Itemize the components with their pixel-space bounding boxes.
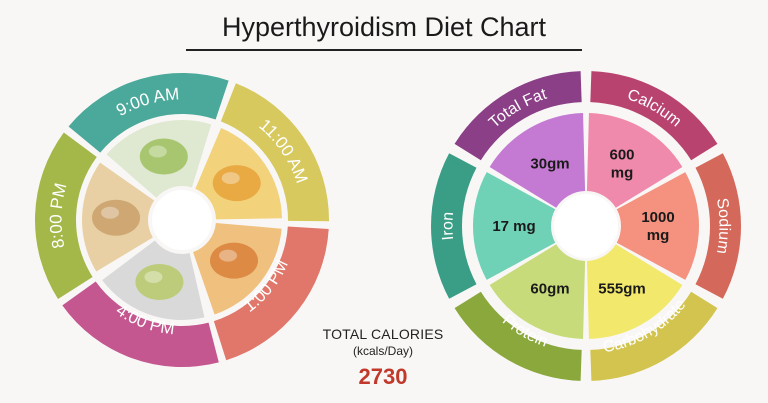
nutrient-label-iron: Iron — [439, 211, 457, 241]
title-underline — [186, 49, 582, 51]
chapati-icon — [82, 162, 155, 272]
meal-segment-4-00-pm — [62, 281, 219, 367]
nutrient-label-sodium: Sodium — [713, 197, 733, 255]
nutrient-band-iron — [430, 153, 477, 299]
meal-wheel-hub — [152, 190, 212, 250]
nutrient-band-sodium — [695, 153, 742, 299]
chicken-dish-icon — [193, 222, 282, 315]
page-title: Hyperthyroidism Diet Chart — [221, 12, 547, 42]
mango-basket-icon — [195, 127, 282, 220]
nutrient-band-total-fat — [454, 71, 582, 161]
total-calories-units: (kcals/Day) — [352, 344, 413, 358]
nutrient-value-wedge-protein — [489, 244, 586, 339]
nutrient-value-wedge-carbohydrate — [586, 244, 683, 339]
nutrient-band-calcium — [590, 71, 718, 161]
nutrient-value-wedge-total-fat — [489, 113, 586, 208]
meal-segment-11-00-am — [220, 83, 330, 222]
nutrient-band-carbohydrate — [590, 291, 718, 381]
total-calories-label: TOTAL CALORIES — [322, 326, 444, 342]
nutrient-value-carbohydrate: 555gm — [598, 280, 646, 297]
nutrient-value-iron: 17 mg — [492, 218, 535, 235]
nutrient-value-wedge-calcium — [586, 113, 683, 208]
nutrient-value-protein: 60gm — [530, 280, 569, 297]
meal-segment-8-00-pm — [35, 132, 97, 299]
soup-bowl-icon — [102, 240, 205, 320]
nutrient-value-sodium: 1000 mg — [641, 209, 674, 244]
total-calories-value: 2730 — [358, 364, 408, 389]
meal-segment-1-00-pm — [213, 226, 329, 361]
nutrient-value-total-fat: 30gm — [530, 156, 569, 173]
nutrient-value-wedge-iron — [473, 172, 556, 280]
nutrient-value-wedge-sodium — [616, 172, 700, 280]
meal-segment-9-00-am — [68, 72, 229, 153]
tea-cup-icon — [106, 119, 212, 198]
total-calories-block: TOTAL CALORIES (kcals/Day) 2730 — [290, 326, 476, 390]
nutrient-band-protein — [454, 291, 582, 381]
nutrient-wheel: Total Fat CalciumSodiumCarbohydrateProtei… — [430, 71, 742, 381]
nutrient-wheel-hub — [554, 194, 618, 258]
nutrient-value-calcium: 600 mg — [609, 147, 634, 182]
